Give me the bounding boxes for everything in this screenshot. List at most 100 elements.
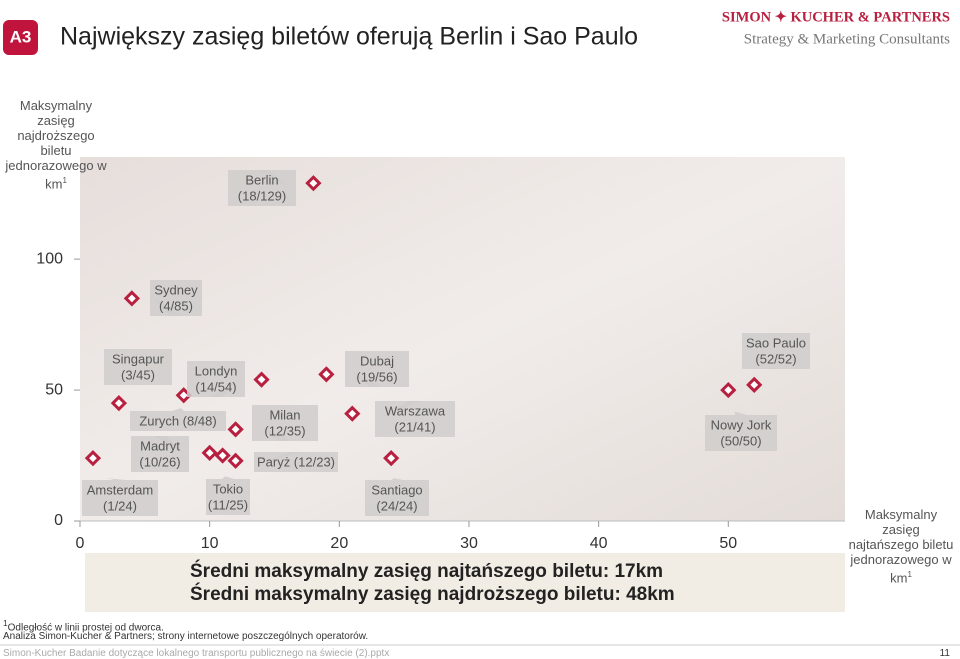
x-tick-label: 50: [719, 535, 737, 552]
axis-label-line: Maksymalny zasięg: [864, 507, 938, 537]
label-pointer: [734, 411, 747, 415]
y-tick-label: 50: [45, 381, 63, 398]
label-pointer: [383, 401, 421, 417]
source: Analiza Simon-Kucher & Partners; strony …: [3, 631, 369, 642]
label-box: [705, 415, 777, 451]
label-pointer: [153, 298, 182, 316]
x-tick-label: 0: [76, 535, 85, 552]
point: [720, 381, 737, 399]
point-label: Santiago: [371, 482, 422, 497]
footnote-mark: 1: [3, 618, 8, 628]
x-tick-label: 20: [330, 535, 348, 552]
point-label: (3/45): [121, 367, 155, 382]
page-number: 11: [939, 648, 950, 659]
summary-box: [85, 553, 845, 612]
axis-label-line: km: [45, 176, 63, 192]
point: [344, 405, 361, 422]
badge-bg: [3, 20, 38, 55]
label-pointer: [256, 170, 288, 186]
point-label: Berlin: [245, 172, 278, 187]
tagline: Strategy & Marketing Consultants: [744, 31, 950, 47]
axis-label-line: jednorazowego w: [850, 552, 952, 567]
label-box: [131, 436, 189, 472]
point-label: Tokio: [213, 481, 243, 496]
y-axis-label: Maksymalny zasięg najdroższego biletu jedn…: [0, 98, 112, 191]
point-label: Milan: [269, 407, 300, 422]
label-box: [130, 411, 226, 431]
point-label: (11/25): [208, 497, 248, 512]
point-label: (24/24): [376, 498, 417, 513]
label-pointer: [260, 426, 291, 441]
axis-label-line: Maksymalny zasięg: [19, 98, 93, 128]
point-label: Warszawa: [385, 403, 446, 418]
logo: SIMON ✦ KUCHER & PARTNERS: [722, 9, 950, 25]
background-photo: [80, 157, 845, 521]
point-label: Madryt: [140, 438, 180, 453]
point-label: Sao Paulo: [746, 335, 806, 350]
point: [123, 290, 140, 307]
point: [746, 376, 763, 393]
axis-label-note: 1: [62, 176, 67, 185]
label-pointer: [391, 478, 403, 480]
x-tick-label: 30: [460, 535, 478, 552]
label-box: [365, 480, 429, 516]
point: [227, 452, 244, 469]
point-label: Singapur: [112, 351, 165, 366]
footnote: 1Odległość w linii prostej od dworca.: [3, 618, 164, 633]
point-label: Dubaj: [360, 353, 394, 368]
point-label: (18/129): [238, 188, 286, 203]
summary-line: Średni maksymalny zasięg najdroższego bi…: [190, 583, 675, 605]
label-box: [104, 349, 172, 385]
point-label: (12/35): [264, 423, 305, 438]
point-label: Zurych (8/48): [139, 413, 216, 428]
label-box: [82, 480, 158, 516]
axis-label-line: najtańszego biletu: [848, 537, 954, 552]
point: [318, 366, 335, 383]
label-box: [345, 351, 409, 387]
point: [383, 450, 400, 467]
axis-label-line: jednorazowego w: [5, 158, 107, 173]
point: [305, 175, 322, 192]
y-tick-label: 0: [54, 512, 63, 529]
x-axis-label: Maksymalny zasięg najtańszego biletu jedno…: [845, 507, 957, 585]
label-box: [150, 280, 202, 316]
x-tick-label: 40: [590, 535, 608, 552]
label-box: [228, 170, 296, 206]
axis-label-line: najdroższego biletu: [17, 128, 95, 158]
point-label: (21/41): [394, 419, 435, 434]
label-pointer: [351, 371, 383, 387]
label-box: [252, 405, 318, 441]
point: [201, 444, 218, 462]
footnote-text: Odległość w linii prostej od dworca.: [7, 622, 164, 634]
point-label: Londyn: [195, 363, 238, 378]
x-tick-label: 10: [201, 535, 219, 552]
summary-line: Średni maksymalny zasięg najtańszego bil…: [190, 560, 663, 582]
badge: A3: [10, 27, 32, 46]
point-label: (10/26): [139, 454, 180, 469]
point-label: Nowy Jork: [711, 417, 772, 432]
title: Największy zasięg biletów oferują Berlin…: [60, 23, 638, 51]
point-label: (1/24): [103, 498, 137, 513]
point: [110, 395, 128, 412]
label-box: [375, 401, 455, 437]
label-pointer: [222, 476, 234, 479]
label-box: [254, 452, 338, 472]
label-pointer: [154, 436, 185, 454]
point-label: Sydney: [154, 282, 198, 297]
label-pointer: [210, 379, 239, 397]
label-pointer: [765, 367, 782, 369]
point: [227, 421, 244, 438]
point: [214, 447, 231, 464]
axis-label-line: km: [890, 570, 908, 586]
point: [84, 450, 102, 467]
point-label: (14/54): [195, 379, 236, 394]
point-label: (50/50): [720, 433, 761, 448]
point: [253, 371, 270, 388]
point-label: (52/52): [755, 351, 796, 366]
label-box: [742, 333, 810, 369]
label-pointer: [172, 408, 184, 411]
label-box: [187, 361, 245, 397]
point-label: (4/85): [159, 298, 193, 313]
